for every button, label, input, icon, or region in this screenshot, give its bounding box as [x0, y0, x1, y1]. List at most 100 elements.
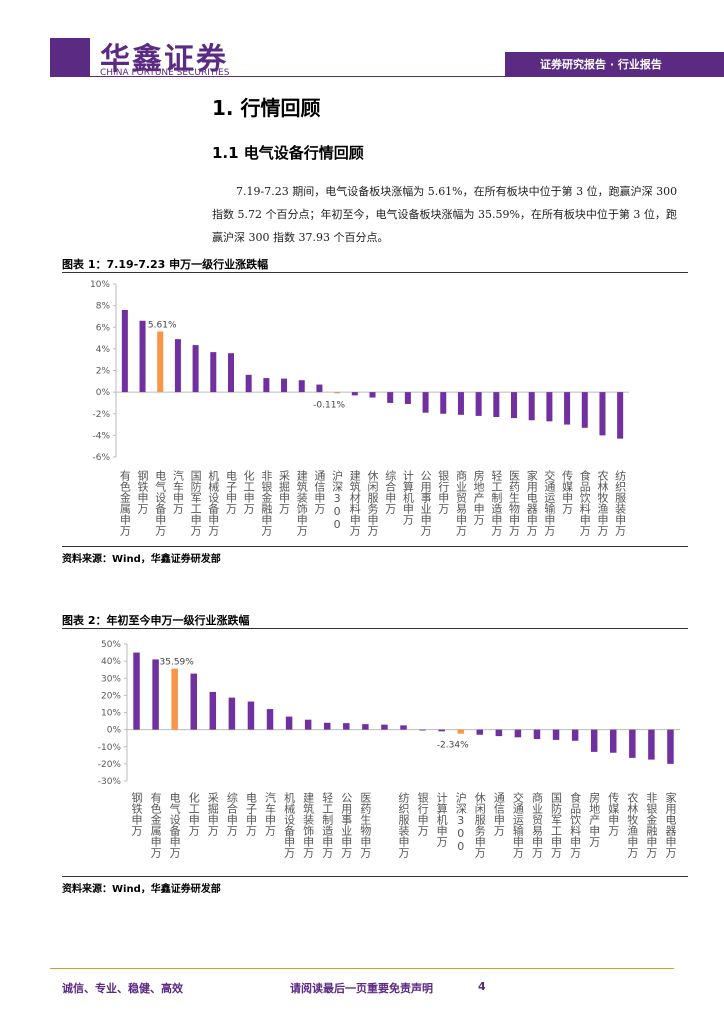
bar — [190, 673, 197, 730]
x-tick-label: 综合申万 — [225, 791, 238, 836]
bar — [285, 716, 293, 730]
bar — [617, 392, 624, 439]
x-tick-label: 交通运输申万 — [543, 469, 556, 536]
x-tick-label: 银行申万 — [416, 791, 429, 836]
bar — [610, 729, 617, 753]
bar — [422, 392, 429, 413]
y-tick-label: 0% — [96, 388, 111, 398]
x-tick-label: 食品饮料申万 — [578, 469, 591, 536]
x-tick-label: 纺织服装申万 — [614, 469, 627, 536]
paragraph: 7.19-7.23 期间，电气设备板块涨幅为 5.61%，在所有板块中位于第 3… — [212, 185, 678, 244]
x-tick-label: 机械设备申万 — [283, 791, 296, 858]
bar — [281, 378, 288, 393]
x-tick-label: 公用事业申万 — [419, 470, 432, 536]
x-tick-label: 通信申万 — [313, 470, 326, 514]
logo-icon — [50, 38, 90, 76]
x-tick-label: 房地产申万 — [472, 470, 485, 525]
x-tick-label: 采掘申万 — [206, 792, 219, 836]
bar — [599, 392, 606, 436]
bar — [133, 652, 140, 730]
bar — [351, 392, 358, 396]
bar — [228, 697, 236, 730]
bar — [227, 353, 234, 393]
bar — [400, 725, 407, 730]
rule — [62, 272, 688, 273]
bar — [139, 320, 146, 393]
x-tick-label: 采掘申万 — [278, 470, 291, 514]
bar — [245, 374, 252, 393]
bar — [564, 392, 571, 425]
bar — [266, 709, 274, 730]
x-tick-label: 建筑装饰申万 — [295, 469, 308, 536]
bar — [475, 392, 482, 416]
bar — [533, 729, 541, 740]
bar — [263, 378, 270, 393]
x-tick-label: 轻工制造申万 — [321, 791, 334, 858]
bar — [174, 339, 181, 393]
x-tick-label: 传媒申万 — [561, 470, 574, 514]
bar — [404, 392, 411, 405]
bar — [590, 729, 598, 752]
x-tick-label: 食品饮料申万 — [569, 791, 582, 858]
section-title: 1. 行情回顾 — [212, 96, 321, 120]
y-tick-label: 40% — [101, 657, 121, 667]
bar — [546, 392, 553, 422]
y-tick-label: 8% — [96, 302, 111, 312]
x-tick-label: 机械设备申万 — [207, 469, 220, 536]
data-label: -0.11% — [313, 400, 345, 410]
bar — [493, 392, 500, 417]
footer-rule — [50, 968, 674, 969]
x-tick-label: 电气设备申万 — [154, 470, 167, 536]
x-tick-label: 家用电器申万 — [525, 469, 538, 536]
chart-title: 图表 1：7.19-7.23 申万一级行业涨跌幅 — [62, 258, 269, 271]
x-tick-label: 房地产申万 — [588, 792, 601, 847]
bar — [552, 729, 560, 740]
x-tick-label: 商业贸易申万 — [530, 791, 543, 858]
rule — [62, 546, 688, 547]
x-tick-label: 银行申万 — [437, 469, 450, 514]
footer-notice: 请阅读最后一页重要免责声明 — [290, 982, 433, 995]
banner — [505, 52, 724, 76]
x-tick-label: 传媒申万 — [607, 792, 620, 836]
x-tick-label: 公用事业申万 — [340, 792, 353, 858]
x-tick-label: 医药生物申万 — [508, 470, 521, 536]
y-tick-label: -20% — [98, 760, 122, 770]
bar — [323, 722, 331, 730]
y-tick-label: 10% — [101, 709, 121, 719]
bar — [581, 392, 588, 428]
bar — [316, 384, 323, 393]
x-tick-label: 国防军工申万 — [189, 470, 202, 536]
y-tick-label: -4% — [92, 431, 110, 441]
x-tick-label: 交通运输申万 — [511, 791, 524, 858]
page-number: 4 — [478, 980, 486, 993]
y-tick-label: 10% — [90, 280, 110, 290]
y-tick-label: 6% — [96, 323, 111, 333]
x-tick-label: 建筑装饰申万 — [302, 791, 315, 858]
bar — [381, 724, 388, 730]
x-tick-label: 农林牧渔申万 — [626, 791, 639, 858]
x-tick-label: 电子申万 — [244, 792, 257, 836]
x-tick-label: 计算机申万 — [401, 470, 414, 525]
data-label: 5.61% — [148, 320, 177, 330]
x-tick-label: 汽车申万 — [171, 469, 184, 514]
y-tick-label: 20% — [101, 691, 121, 701]
bar — [438, 729, 445, 732]
x-tick-label: 化工申万 — [187, 791, 200, 836]
bar — [171, 668, 178, 730]
x-tick-label: 医药生物申万 — [359, 792, 372, 858]
bar — [121, 309, 128, 393]
bar — [157, 331, 164, 393]
x-tick-label: 农林牧渔申万 — [596, 469, 609, 536]
y-tick-label: 2% — [96, 367, 111, 377]
bar — [247, 701, 255, 730]
x-tick-label: 家用电器申万 — [664, 791, 677, 858]
x-tick-label: 休闲服务申万 — [366, 470, 379, 536]
y-tick-label: 50% — [101, 640, 121, 650]
x-tick-label: 沪深300 — [454, 791, 467, 853]
chart: 50%40%30%20%10%0%-10%-20%-30%钢铁申万 有色金属申万电… — [98, 640, 680, 858]
x-tick-label: 综合申万 — [384, 469, 397, 514]
x-tick-label: 纺织服装申万 — [397, 791, 410, 858]
x-tick-label: 化工申万 — [242, 469, 255, 514]
x-tick-label: 国防军工申万 — [550, 792, 563, 858]
bar — [571, 729, 579, 741]
